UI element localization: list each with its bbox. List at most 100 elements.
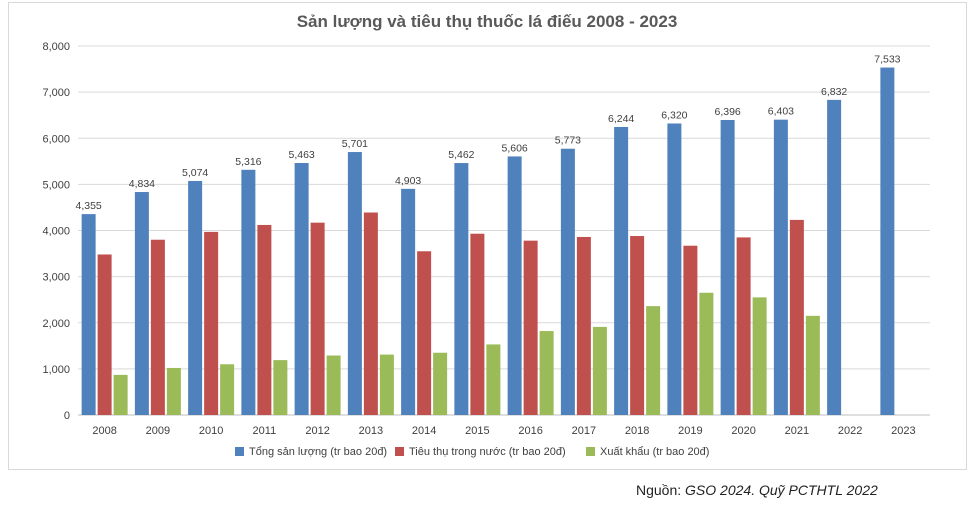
data-label: 4,903 xyxy=(395,175,421,187)
data-labels: 4,355 4,834 5,074 5,316 5,463 5,701 4,903 5,462… xyxy=(75,54,900,213)
legend-swatch xyxy=(586,447,595,456)
bar xyxy=(347,152,362,415)
bar xyxy=(720,119,735,415)
data-label: 5,773 xyxy=(555,135,581,147)
data-label: 5,316 xyxy=(235,156,261,168)
data-label: 6,320 xyxy=(661,109,687,121)
bar xyxy=(97,254,112,415)
legend-swatch xyxy=(395,447,404,456)
x-tick-label: 2013 xyxy=(359,425,383,437)
y-tick-label: 1,000 xyxy=(42,364,70,376)
bar xyxy=(789,219,804,415)
y-tick-label: 4,000 xyxy=(42,226,70,238)
bar xyxy=(433,352,448,415)
bar xyxy=(752,297,767,415)
bar xyxy=(486,344,501,415)
bar xyxy=(683,245,698,415)
bar xyxy=(417,251,432,415)
bar xyxy=(150,239,165,415)
legend-swatch xyxy=(235,447,244,456)
x-tick-label: 2020 xyxy=(731,425,755,437)
bar xyxy=(257,224,272,415)
data-label: 6,244 xyxy=(608,113,634,125)
bar xyxy=(134,192,149,415)
bar xyxy=(470,233,485,415)
data-label: 4,834 xyxy=(129,178,155,190)
x-tick-label: 2012 xyxy=(305,425,329,437)
bar xyxy=(630,236,645,415)
bar xyxy=(880,67,895,415)
bar xyxy=(560,148,575,415)
bar xyxy=(507,156,522,415)
legend-label: Tổng sản lượng (tr bao 20đ) xyxy=(249,446,387,458)
bar xyxy=(539,331,554,415)
data-label: 6,403 xyxy=(768,106,794,118)
x-tick-label: 2018 xyxy=(625,425,649,437)
bar xyxy=(204,231,219,415)
bar xyxy=(646,306,661,415)
source-prefix: Nguồn: xyxy=(636,482,686,498)
y-tick-label: 0 xyxy=(64,410,70,422)
bar xyxy=(736,237,751,415)
grid-lines xyxy=(78,45,930,416)
bar xyxy=(401,188,416,415)
data-label: 4,355 xyxy=(75,200,101,212)
x-tick-label: 2008 xyxy=(92,425,116,437)
y-axis-ticks: 0 1,000 2,000 3,000 4,000 5,000 6,000 7,000 8,00… xyxy=(42,41,70,422)
bar xyxy=(294,163,309,415)
source-text: GSO 2024. Quỹ PCTHTL 2022 xyxy=(685,482,878,498)
chart-title: Sản lượng và tiêu thụ thuốc lá điếu 2008… xyxy=(297,12,678,31)
bar xyxy=(220,364,235,415)
bar xyxy=(523,240,538,415)
x-tick-label: 2011 xyxy=(253,425,277,437)
legend-label: Tiêu thụ trong nước (tr bao 20đ) xyxy=(409,446,566,458)
x-tick-label: 2023 xyxy=(891,425,915,437)
bar xyxy=(326,355,341,415)
x-tick-label: 2010 xyxy=(199,425,223,437)
x-tick-label: 2015 xyxy=(465,425,489,437)
bar xyxy=(699,292,714,415)
bar xyxy=(310,222,325,415)
bar xyxy=(379,354,394,415)
y-tick-label: 2,000 xyxy=(42,318,70,330)
bar xyxy=(454,163,469,415)
bar xyxy=(188,180,203,415)
bar xyxy=(773,119,788,416)
y-tick-label: 6,000 xyxy=(42,133,70,145)
y-tick-label: 7,000 xyxy=(42,87,70,99)
bar xyxy=(667,123,682,416)
x-tick-label: 2016 xyxy=(518,425,542,437)
bars xyxy=(81,67,895,416)
x-tick-label: 2021 xyxy=(785,425,809,437)
data-label: 5,463 xyxy=(288,149,314,161)
x-axis-ticks: 2008 2009 2010 2011 2012 2013 2014 2015 2016 2017… xyxy=(92,425,915,437)
source-note: Nguồn: GSO 2024. Quỹ PCTHTL 2022 xyxy=(636,482,878,498)
bar xyxy=(805,315,820,415)
legend-label: Xuất khẩu (tr bao 20đ) xyxy=(600,446,709,458)
bar xyxy=(81,214,96,415)
data-label: 5,701 xyxy=(342,138,368,150)
x-tick-label: 2017 xyxy=(572,425,596,437)
bar xyxy=(241,169,256,415)
bar xyxy=(614,126,629,416)
bar xyxy=(827,99,842,416)
data-label: 6,396 xyxy=(714,106,740,118)
bar xyxy=(113,374,128,415)
bar xyxy=(592,326,607,415)
x-tick-label: 2019 xyxy=(678,425,702,437)
x-tick-label: 2009 xyxy=(146,425,170,437)
bar xyxy=(576,236,591,415)
data-label: 5,074 xyxy=(182,167,208,179)
data-label: 5,606 xyxy=(501,142,527,154)
y-tick-label: 5,000 xyxy=(42,179,70,191)
x-tick-label: 2014 xyxy=(412,425,436,437)
y-tick-label: 8,000 xyxy=(42,41,70,53)
data-label: 7,533 xyxy=(874,54,900,66)
bar xyxy=(166,367,181,415)
data-label: 5,462 xyxy=(448,149,474,161)
data-label: 6,832 xyxy=(821,86,847,98)
bar xyxy=(273,360,288,415)
legend: Tổng sản lượng (tr bao 20đ) Tiêu thụ tron… xyxy=(235,446,709,458)
bar xyxy=(363,212,378,415)
